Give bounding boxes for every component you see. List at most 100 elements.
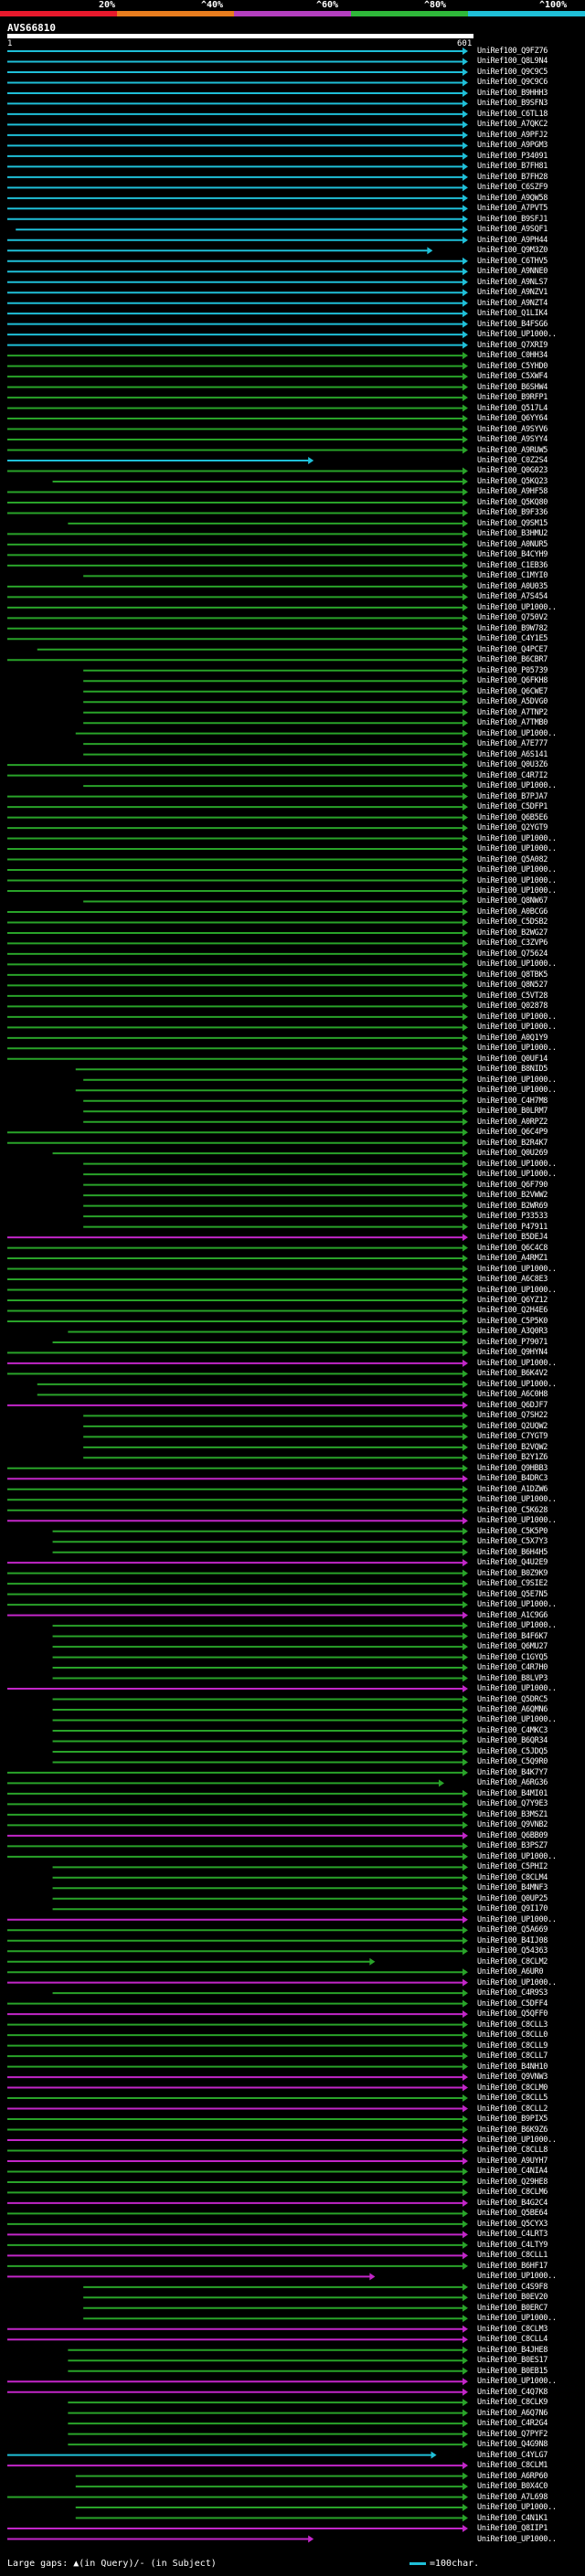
hit-label[interactable]: UniRef100_A9QW58 [477,193,548,203]
hit-alignment[interactable] [83,1213,468,1221]
hit-label[interactable]: UniRef100_A9PFJ2 [477,130,548,140]
hit-alignment[interactable] [52,1622,468,1630]
hit-alignment[interactable] [7,593,468,601]
hit-label[interactable]: UniRef100_UP1000.. [477,1264,557,1274]
hit-alignment[interactable] [7,1569,468,1577]
hit-alignment[interactable] [52,1706,468,1714]
hit-alignment[interactable] [7,1768,468,1776]
hit-alignment[interactable] [83,2294,468,2302]
hit-alignment[interactable] [83,1443,468,1451]
hit-label[interactable]: UniRef100_B3PSZ7 [477,1841,548,1851]
hit-label[interactable]: UniRef100_A6QMN6 [477,1705,548,1714]
hit-label[interactable]: UniRef100_B7FH28 [477,172,548,182]
hit-alignment[interactable] [7,509,468,517]
hit-label[interactable]: UniRef100_UP1000.. [477,833,557,843]
hit-label[interactable]: UniRef100_A4RMZ1 [477,1254,548,1264]
hit-label[interactable]: UniRef100_Q02878 [477,1002,548,1012]
hit-label[interactable]: UniRef100_Q7Y9E3 [477,1799,548,1809]
hit-alignment[interactable] [83,1171,468,1179]
hit-alignment[interactable] [7,215,468,223]
hit-label[interactable]: UniRef100_B4MI01 [477,1788,548,1798]
hit-alignment[interactable] [7,373,468,381]
hit-alignment[interactable] [7,2062,468,2071]
hit-alignment[interactable] [7,1244,468,1252]
hit-alignment[interactable] [7,928,468,937]
hit-alignment[interactable] [7,2220,468,2228]
hit-alignment[interactable] [7,1055,468,1063]
hit-alignment[interactable] [7,1044,468,1053]
hit-alignment[interactable] [7,2535,314,2543]
hit-alignment[interactable] [7,2147,468,2155]
hit-alignment[interactable] [68,2420,468,2428]
hit-label[interactable]: UniRef100_A9SYV6 [477,424,548,434]
hit-alignment[interactable] [83,687,468,695]
hit-alignment[interactable] [7,1978,468,1987]
hit-alignment[interactable] [7,1370,468,1378]
hit-alignment[interactable] [7,771,468,779]
hit-alignment[interactable] [37,1380,468,1388]
hit-label[interactable]: UniRef100_UP1000.. [477,1044,557,1054]
hit-alignment[interactable] [52,1737,468,1745]
hit-label[interactable]: UniRef100_B3MSZ1 [477,1809,548,1819]
hit-label[interactable]: UniRef100_Q517L4 [477,403,548,413]
hit-label[interactable]: UniRef100_Q6C4C8 [477,1243,548,1253]
hit-label[interactable]: UniRef100_C8CLL3 [477,2019,548,2030]
hit-alignment[interactable] [7,2115,468,2124]
hit-label[interactable]: UniRef100_A0RPZ2 [477,1117,548,1127]
hit-label[interactable]: UniRef100_C6THV5 [477,256,548,266]
hit-label[interactable]: UniRef100_Q2H4E6 [477,1306,548,1316]
hit-label[interactable]: UniRef100_C8CLL8 [477,2146,548,2156]
hit-label[interactable]: UniRef100_A7TNP2 [477,707,548,717]
hit-alignment[interactable] [7,845,468,853]
hit-label[interactable]: UniRef100_B4JHE8 [477,2345,548,2355]
hit-label[interactable]: UniRef100_B2VQW2 [477,1442,548,1452]
hit-label[interactable]: UniRef100_C4R7I2 [477,770,548,780]
hit-alignment[interactable] [7,1464,468,1472]
hit-alignment[interactable] [7,446,468,454]
hit-label[interactable]: UniRef100_A0U035 [477,581,548,591]
hit-alignment[interactable] [7,2388,468,2396]
hit-label[interactable]: UniRef100_B9SFN3 [477,99,548,109]
hit-label[interactable]: UniRef100_C8CLK9 [477,2398,548,2408]
hit-label[interactable]: UniRef100_Q0UP25 [477,1893,548,1903]
hit-alignment[interactable] [7,939,468,948]
hit-alignment[interactable] [7,310,468,318]
hit-label[interactable]: UniRef100_A9NLS7 [477,277,548,287]
hit-alignment[interactable] [7,152,468,160]
hit-alignment[interactable] [7,981,468,990]
hit-alignment[interactable] [7,1002,468,1011]
hit-alignment[interactable] [83,750,468,758]
hit-label[interactable]: UniRef100_A9NZT4 [477,298,548,308]
hit-label[interactable]: UniRef100_C5JDQ5 [477,1746,548,1756]
hit-label[interactable]: UniRef100_UP1000.. [477,1621,557,1631]
hit-label[interactable]: UniRef100_Q9VNB2 [477,1820,548,1830]
hit-alignment[interactable] [7,918,468,927]
hit-alignment[interactable] [7,2031,468,2040]
hit-alignment[interactable] [37,645,468,653]
hit-label[interactable]: UniRef100_P79071 [477,1337,548,1347]
hit-alignment[interactable] [52,477,468,485]
hit-alignment[interactable] [7,1926,468,1935]
hit-label[interactable]: UniRef100_B2Y1Z6 [477,1453,548,1463]
hit-label[interactable]: UniRef100_UP1000.. [477,2272,557,2282]
hit-label[interactable]: UniRef100_B4F6K7 [477,1631,548,1641]
hit-alignment[interactable] [68,519,468,527]
hit-alignment[interactable] [83,2315,468,2323]
hit-label[interactable]: UniRef100_Q5BE64 [477,2209,548,2219]
hit-label[interactable]: UniRef100_Q9C9C5 [477,67,548,77]
hit-alignment[interactable] [7,1129,468,1137]
hit-alignment[interactable] [7,2262,468,2270]
hit-alignment[interactable] [52,1884,468,1892]
hit-label[interactable]: UniRef100_B3HMU2 [477,529,548,539]
hit-label[interactable]: UniRef100_C4R9S3 [477,1988,548,1998]
hit-alignment[interactable] [7,2189,468,2197]
hit-label[interactable]: UniRef100_UP1000.. [477,1086,557,1096]
hit-label[interactable]: UniRef100_C5K628 [477,1505,548,1515]
hit-label[interactable]: UniRef100_Q0G023 [477,466,548,476]
hit-label[interactable]: UniRef100_A6UR0 [477,1967,544,1977]
hit-alignment[interactable] [7,1601,468,1609]
hit-label[interactable]: UniRef100_Q5QFF0 [477,2009,548,2019]
hit-label[interactable]: UniRef100_B0EB15 [477,2366,548,2376]
hit-alignment[interactable] [7,1349,468,1357]
hit-alignment[interactable] [7,2525,468,2533]
